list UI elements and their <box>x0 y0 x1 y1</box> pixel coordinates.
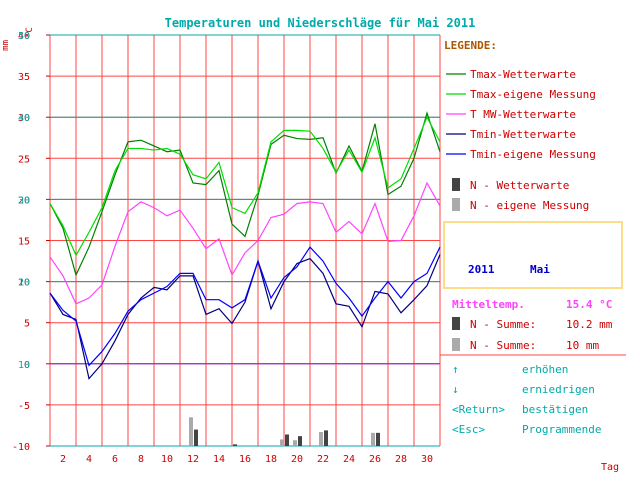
year-label: 2011 <box>468 263 495 276</box>
temp-tick-label: 10 <box>18 278 30 289</box>
x-tick-label: 30 <box>421 454 433 465</box>
control-action: erhöhen <box>522 363 568 376</box>
x-tick-label: 14 <box>213 454 225 465</box>
temp-tick-label: 15 <box>18 237 30 248</box>
legend-label: Tmin-Wetterwarte <box>470 128 576 141</box>
x-tick-label: 18 <box>265 454 277 465</box>
legend: Tmax-Wetterwarte Tmax-eigene Messung T MW-… <box>446 68 596 212</box>
precip-bar <box>285 434 289 446</box>
x-tick-label: 2 <box>60 454 66 465</box>
precip-bar <box>319 432 323 446</box>
control-key: <Esc> <box>452 423 485 436</box>
temp-tick-label: 0 <box>24 360 30 371</box>
x-tick-label: 16 <box>239 454 251 465</box>
x-tick-label: 8 <box>138 454 144 465</box>
sum-label: N - Summe: <box>470 318 536 331</box>
legend-bar-swatch <box>452 178 460 191</box>
key-controls: ↑ erhöhen ↓ erniedrigen <Return> bestätigen <E… <box>452 363 601 436</box>
series-line <box>49 246 441 367</box>
series-line <box>49 254 441 380</box>
legend-label: N - eigene Messung <box>470 199 589 212</box>
mean-temp-label: Mitteltemp. <box>452 298 525 311</box>
temp-tick-label: 30 <box>18 113 30 124</box>
series-line <box>49 181 441 305</box>
precip-sums: N - Summe: 10.2 mm N - Summe: 10 mm <box>440 317 626 356</box>
precip-bar <box>280 439 284 446</box>
mean-temp-value: 15.4 °C <box>566 298 612 311</box>
x-tick-label: 24 <box>343 454 355 465</box>
legend-label: Tmax-eigene Messung <box>470 88 596 101</box>
temp-tick-label: -10 <box>12 442 30 453</box>
control-key: ↑ <box>452 363 459 376</box>
precip-bar <box>194 429 198 446</box>
sum-swatch <box>452 317 460 330</box>
sum-swatch <box>452 338 460 351</box>
series-line <box>49 111 441 277</box>
control-key: ↓ <box>452 383 459 396</box>
chart-title: Temperaturen und Niederschläge für Mai 2… <box>165 16 476 30</box>
control-key: <Return> <box>452 403 505 416</box>
x-tick-label: 12 <box>187 454 199 465</box>
temp-tick-label: -5 <box>18 401 30 412</box>
legend-label: Tmax-Wetterwarte <box>470 68 576 81</box>
temp-axis-label: °C <box>25 27 35 38</box>
temperature-lines <box>49 111 441 380</box>
mm-axis-label: mm <box>1 40 11 51</box>
temp-tick-label: 5 <box>24 319 30 330</box>
temp-tick-label: 20 <box>18 195 30 206</box>
mm-tick-label: 20 <box>18 278 30 289</box>
x-axis-ticks: 2 4 6 8 10 12 14 16 18 20 22 24 26 28 30 <box>60 454 433 465</box>
month-label: Mai <box>530 263 550 276</box>
x-tick-label: 6 <box>112 454 118 465</box>
precip-bar <box>189 417 193 446</box>
control-action: erniedrigen <box>522 383 595 396</box>
series-line <box>49 115 441 257</box>
x-tick-label: 28 <box>395 454 407 465</box>
x-tick-label: 20 <box>291 454 303 465</box>
x-tick-label: 10 <box>161 454 173 465</box>
control-action: Programmende <box>522 423 601 436</box>
precip-bar <box>376 432 380 446</box>
legend-label: Tmin-eigene Messung <box>470 148 596 161</box>
x-tick-label: 4 <box>86 454 92 465</box>
precip-bar <box>371 432 375 446</box>
precip-bar <box>298 436 302 446</box>
precip-bars <box>189 417 380 446</box>
date-box <box>443 221 623 289</box>
temp-tick-label: 35 <box>18 72 30 83</box>
precip-bar <box>293 440 297 446</box>
grid <box>49 34 441 447</box>
legend-title: LEGENDE: <box>444 39 497 52</box>
legend-label: T MW-Wetterwarte <box>470 108 576 121</box>
mm-tick-label: 40 <box>18 113 30 124</box>
precip-bar <box>324 430 328 446</box>
mm-tick-label: 50 <box>18 31 30 42</box>
sum-value: 10 mm <box>566 339 599 352</box>
precip-bar <box>233 444 237 446</box>
x-tick-label: 26 <box>369 454 381 465</box>
legend-bar-swatch <box>452 198 460 211</box>
control-action: bestätigen <box>522 403 588 416</box>
x-tick-label: 22 <box>317 454 329 465</box>
temp-tick-label: 25 <box>18 154 30 165</box>
temp-tick-label: 40 <box>18 31 30 42</box>
legend-label: N - Wetterwarte <box>470 179 569 192</box>
mm-tick-label: 10 <box>18 360 30 371</box>
sum-value: 10.2 mm <box>566 318 613 331</box>
x-axis-label: Tag <box>601 462 619 473</box>
sum-label: N - Summe: <box>470 339 536 352</box>
mm-tick-label: 30 <box>18 195 30 206</box>
